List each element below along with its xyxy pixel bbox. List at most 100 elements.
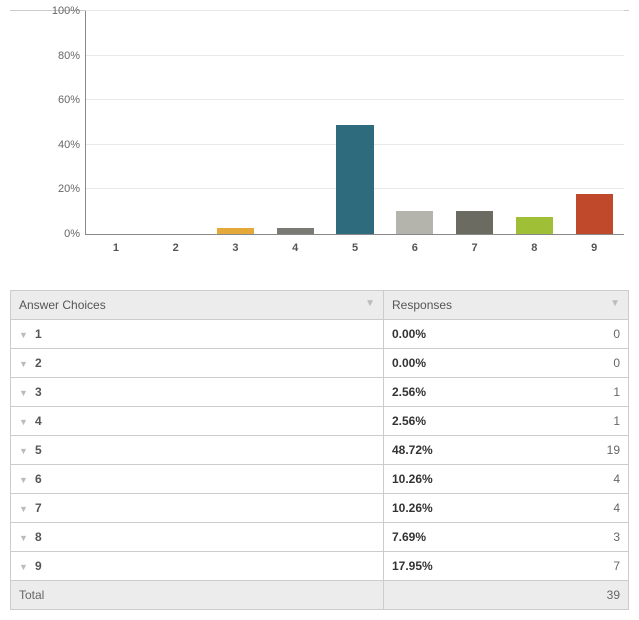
answer-cell: ▼6 bbox=[11, 465, 384, 494]
chevron-down-icon[interactable]: ▼ bbox=[19, 533, 35, 543]
response-count: 3 bbox=[613, 530, 620, 544]
x-axis-label: 3 bbox=[206, 234, 266, 254]
bar-slot: 5 bbox=[325, 11, 385, 234]
answer-key: 3 bbox=[35, 385, 42, 399]
answer-cell: ▼7 bbox=[11, 494, 384, 523]
response-pct: 0.00% bbox=[392, 356, 426, 370]
answer-key: 8 bbox=[35, 530, 42, 544]
bar bbox=[396, 211, 433, 234]
chevron-down-icon[interactable]: ▼ bbox=[19, 446, 35, 456]
bar-slot: 4 bbox=[265, 11, 325, 234]
chevron-down-icon: ▼ bbox=[365, 298, 375, 309]
answer-cell: ▼1 bbox=[11, 320, 384, 349]
answer-key: 2 bbox=[35, 356, 42, 370]
response-pct: 2.56% bbox=[392, 385, 426, 399]
response-cell: 2.56% 1 bbox=[384, 378, 629, 407]
bar-slot: 2 bbox=[146, 11, 206, 234]
table-row: ▼7 10.26% 4 bbox=[11, 494, 629, 523]
bar-slot: 9 bbox=[564, 11, 624, 234]
x-axis-label: 5 bbox=[325, 234, 385, 254]
header-responses[interactable]: Responses ▼ bbox=[384, 291, 629, 320]
answer-key: 1 bbox=[35, 327, 42, 341]
answer-cell: ▼3 bbox=[11, 378, 384, 407]
response-count: 0 bbox=[613, 356, 620, 370]
chevron-down-icon[interactable]: ▼ bbox=[19, 417, 35, 427]
y-axis-label: 60% bbox=[58, 94, 86, 106]
bar bbox=[456, 211, 493, 234]
bar-slot: 7 bbox=[445, 11, 505, 234]
table-row: ▼610.26%4 bbox=[11, 465, 629, 494]
y-axis-label: 40% bbox=[58, 139, 86, 151]
plot-area: 0%20%40%60%80%100%123456789 bbox=[85, 11, 624, 235]
chevron-down-icon[interactable]: ▼ bbox=[19, 562, 35, 572]
answer-key: 9 bbox=[35, 559, 42, 573]
response-pct: 0.00% bbox=[392, 327, 426, 341]
table-row: ▼42.56%1 bbox=[11, 407, 629, 436]
chevron-down-icon: ▼ bbox=[610, 298, 620, 309]
response-pct: 7.69% bbox=[392, 530, 426, 544]
answer-key: 7 bbox=[35, 501, 42, 515]
response-cell: 2.56%1 bbox=[384, 407, 629, 436]
answer-cell: ▼5 bbox=[11, 436, 384, 465]
response-pct: 17.95% bbox=[392, 559, 433, 573]
response-pct: 48.72% bbox=[392, 443, 433, 457]
total-label: Total bbox=[19, 588, 44, 602]
response-cell: 10.26% 4 bbox=[384, 494, 629, 523]
x-axis-label: 4 bbox=[265, 234, 325, 254]
response-count: 0 bbox=[613, 327, 620, 341]
response-cell: 17.95% 7 bbox=[384, 552, 629, 581]
results-table: Answer Choices ▼ Responses ▼ ▼10.00%0▼20… bbox=[10, 290, 629, 610]
response-pct: 2.56% bbox=[392, 414, 426, 428]
total-label-cell: Total bbox=[11, 581, 384, 610]
response-count: 1 bbox=[613, 385, 620, 399]
answer-key: 4 bbox=[35, 414, 42, 428]
x-axis-label: 7 bbox=[445, 234, 505, 254]
answer-cell: ▼8 bbox=[11, 523, 384, 552]
x-axis-label: 2 bbox=[146, 234, 206, 254]
y-axis-label: 20% bbox=[58, 183, 86, 195]
header-answer-choices[interactable]: Answer Choices ▼ bbox=[11, 291, 384, 320]
table-row: ▼3 2.56% 1 bbox=[11, 378, 629, 407]
answer-key: 6 bbox=[35, 472, 42, 486]
chevron-down-icon[interactable]: ▼ bbox=[19, 504, 35, 514]
response-cell: 10.26%4 bbox=[384, 465, 629, 494]
bar-slot: 8 bbox=[504, 11, 564, 234]
header-answer-label: Answer Choices bbox=[19, 298, 106, 312]
response-count: 4 bbox=[613, 472, 620, 486]
bar-slot: 6 bbox=[385, 11, 445, 234]
response-cell: 7.69% 3 bbox=[384, 523, 629, 552]
response-count: 7 bbox=[613, 559, 620, 573]
bar-slot: 1 bbox=[86, 11, 146, 234]
total-value: 39 bbox=[607, 588, 620, 602]
response-cell: 0.00% 0 bbox=[384, 320, 629, 349]
header-responses-label: Responses bbox=[392, 298, 452, 312]
bar bbox=[576, 194, 613, 234]
chevron-down-icon[interactable]: ▼ bbox=[19, 330, 35, 340]
answer-cell: ▼9 bbox=[11, 552, 384, 581]
response-cell: 48.72% 19 bbox=[384, 436, 629, 465]
chevron-down-icon[interactable]: ▼ bbox=[19, 388, 35, 398]
answer-cell: ▼4 bbox=[11, 407, 384, 436]
table-row: ▼5 48.72% 19 bbox=[11, 436, 629, 465]
bar bbox=[336, 125, 373, 234]
total-value-cell: 39 bbox=[384, 581, 629, 610]
y-axis-label: 0% bbox=[64, 228, 86, 240]
x-axis-label: 6 bbox=[385, 234, 445, 254]
response-pct: 10.26% bbox=[392, 501, 433, 515]
chevron-down-icon[interactable]: ▼ bbox=[19, 475, 35, 485]
table-row: ▼8 7.69% 3 bbox=[11, 523, 629, 552]
x-axis-label: 9 bbox=[564, 234, 624, 254]
response-count: 4 bbox=[613, 501, 620, 515]
response-count: 19 bbox=[607, 443, 620, 457]
response-cell: 0.00% 0 bbox=[384, 349, 629, 378]
bars-container: 123456789 bbox=[86, 11, 624, 234]
y-axis-label: 100% bbox=[52, 5, 86, 17]
x-axis-label: 1 bbox=[86, 234, 146, 254]
bar-slot: 3 bbox=[206, 11, 266, 234]
answer-key: 5 bbox=[35, 443, 42, 457]
bar-chart: 0%20%40%60%80%100%123456789 bbox=[10, 10, 629, 265]
answer-cell: ▼2 bbox=[11, 349, 384, 378]
table-row: ▼1 0.00% 0 bbox=[11, 320, 629, 349]
table-row: ▼9 17.95% 7 bbox=[11, 552, 629, 581]
chevron-down-icon[interactable]: ▼ bbox=[19, 359, 35, 369]
